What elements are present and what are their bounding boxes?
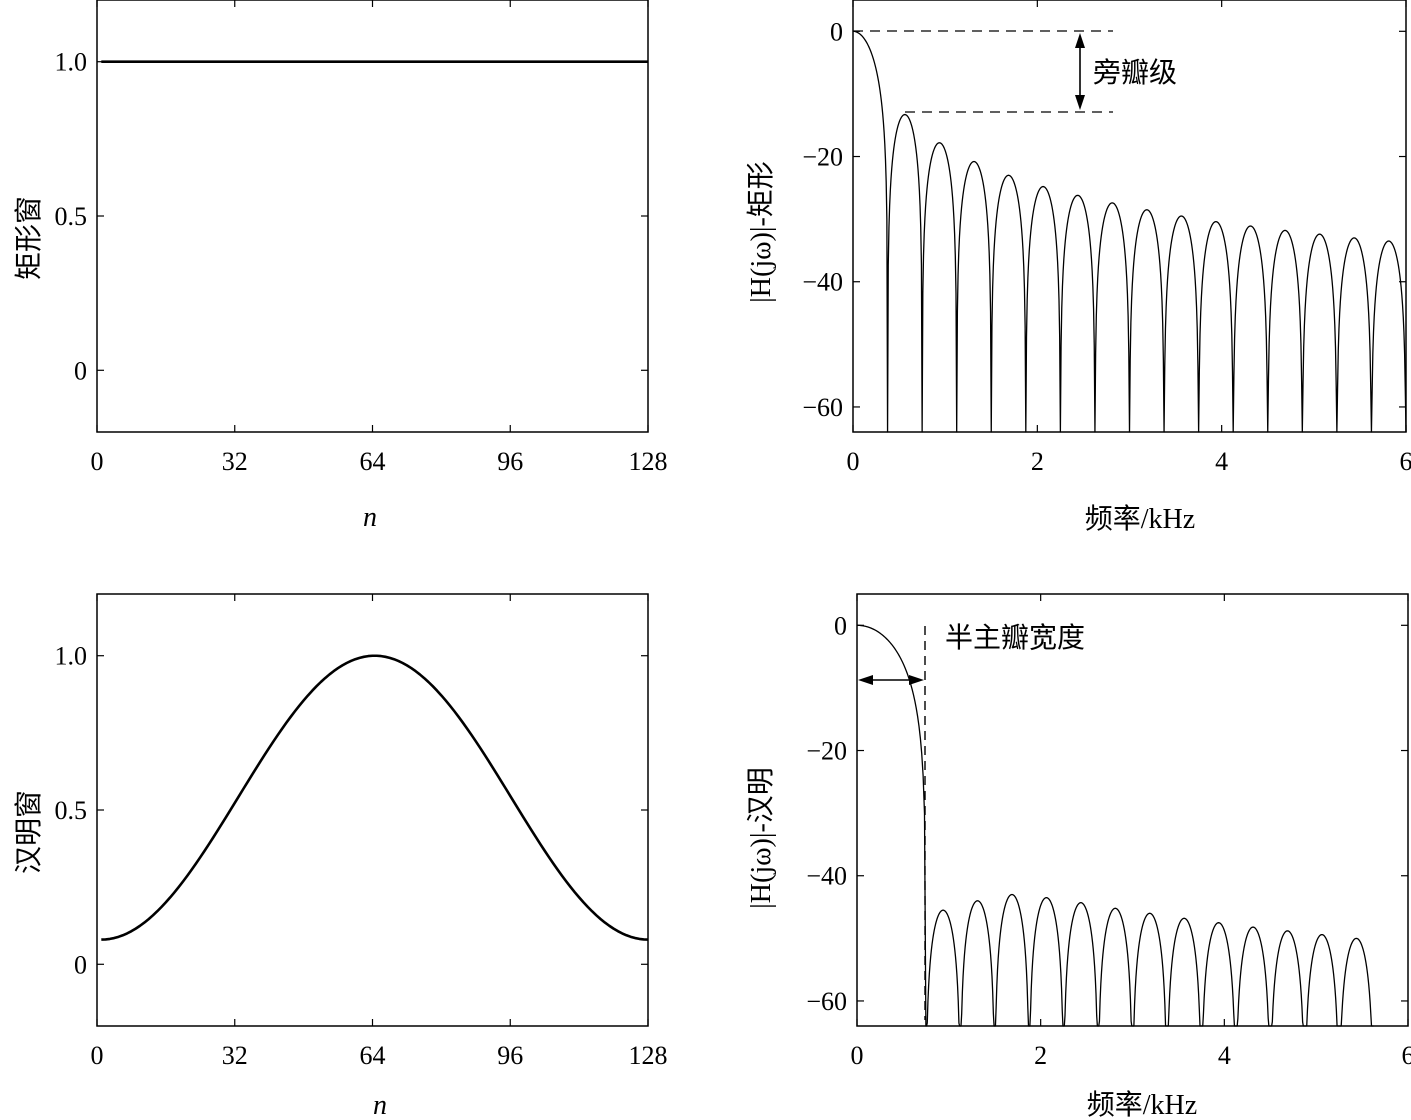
hamming-spectrum-plot: 0 2 4 6 0 −20 −40 −60 半主瓣宽度 |H(jω)|-汉明 频率/kHz [746,593,1411,1120]
x-tick-label: 64 [360,447,386,476]
series [101,654,649,941]
series-line [101,654,649,941]
x-tick-label: 96 [497,1041,523,1070]
y-axis-label: 矩形窗 [13,196,45,280]
rect-spectrum-plot: 0 2 4 6 0 −20 −40 −60 旁瓣级 |H(jω)|-矩形 频率/kHz [745,0,1411,535]
y-tick-label: −20 [802,143,843,172]
x-tick-label: 96 [497,447,523,476]
x-tick-label: 64 [360,1041,386,1070]
x-tick-label: 6 [1400,447,1411,476]
y-axis-label: 汉明窗 [13,790,45,874]
x-axis-label: n [373,1090,387,1120]
x-axis-label: 频率/kHz [1087,1089,1197,1120]
x-tick-label: 4 [1215,447,1228,476]
y-tick-label: −40 [802,268,843,297]
y-axis-label: |H(jω)|-矩形 [745,161,777,303]
y-tick-label: 0 [830,17,843,46]
hamming-window-plot: 0 32 64 96 128 0 0.5 1.0 汉明窗 n [13,593,668,1120]
arrow-head-right [909,675,924,685]
x-tick-label: 128 [629,447,668,476]
y-tick-labels: 0 −20 −40 −60 [806,611,847,1016]
series-line [852,30,1407,433]
x-tick-label: 32 [222,1041,248,1070]
x-axis-label: n [363,502,377,533]
series-line [856,624,1374,1027]
y-tick-label: −60 [806,987,847,1016]
arrow-head-up [1075,33,1085,48]
y-tick-label: −60 [802,393,843,422]
half-mainlobe-annotation: 半主瓣宽度 [858,622,1085,1020]
x-tick-label: 128 [629,1041,668,1070]
y-tick-label: 0 [74,950,87,979]
x-tick-label: 0 [851,1041,864,1070]
x-tick-label: 4 [1218,1041,1231,1070]
y-tick-label: 1.0 [55,48,88,77]
axis-ticks [96,594,649,1026]
sidelobe-level-label: 旁瓣级 [1093,57,1177,89]
arrow-head-down [1075,95,1085,110]
y-tick-label: −20 [806,737,847,766]
x-tick-labels: 0 2 4 6 [851,1041,1411,1070]
y-tick-label: 0.5 [55,202,88,231]
plot-frame [96,593,649,1027]
x-tick-labels: 0 32 64 96 128 [91,1041,668,1070]
rect-window-plot: 0 32 64 96 128 0 0.5 1.0 矩形窗 n [13,0,668,533]
y-tick-label: 0 [74,356,87,385]
x-axis-label: 频率/kHz [1085,503,1195,535]
y-tick-label: −40 [806,862,847,891]
sidelobe-level-annotation: 旁瓣级 [853,30,1177,113]
x-tick-labels: 0 2 4 6 [847,447,1411,476]
y-axis-label: |H(jω)|-汉明 [746,767,777,909]
series [856,624,1374,1027]
x-tick-label: 0 [847,447,860,476]
y-tick-label: 1.0 [55,642,88,671]
half-mainlobe-label: 半主瓣宽度 [945,622,1085,654]
y-tick-labels: 0 −20 −40 −60 [802,17,843,422]
x-tick-label: 0 [91,447,104,476]
x-tick-labels: 0 32 64 96 128 [91,447,668,476]
x-tick-label: 2 [1034,1041,1047,1070]
x-tick-label: 32 [222,447,248,476]
plot-frame [96,0,649,433]
axis-ticks [856,594,1409,1026]
y-tick-labels: 0 0.5 1.0 [55,642,88,980]
x-tick-label: 0 [91,1041,104,1070]
arrow-head-left [858,675,873,685]
y-tick-label: 0 [834,611,847,640]
x-tick-label: 2 [1031,447,1044,476]
axis-ticks [96,0,649,432]
y-tick-label: 0.5 [55,796,88,825]
x-tick-label: 6 [1402,1041,1411,1070]
plot-frame [856,593,1409,1027]
y-tick-labels: 0 0.5 1.0 [55,48,88,386]
series [852,30,1407,433]
